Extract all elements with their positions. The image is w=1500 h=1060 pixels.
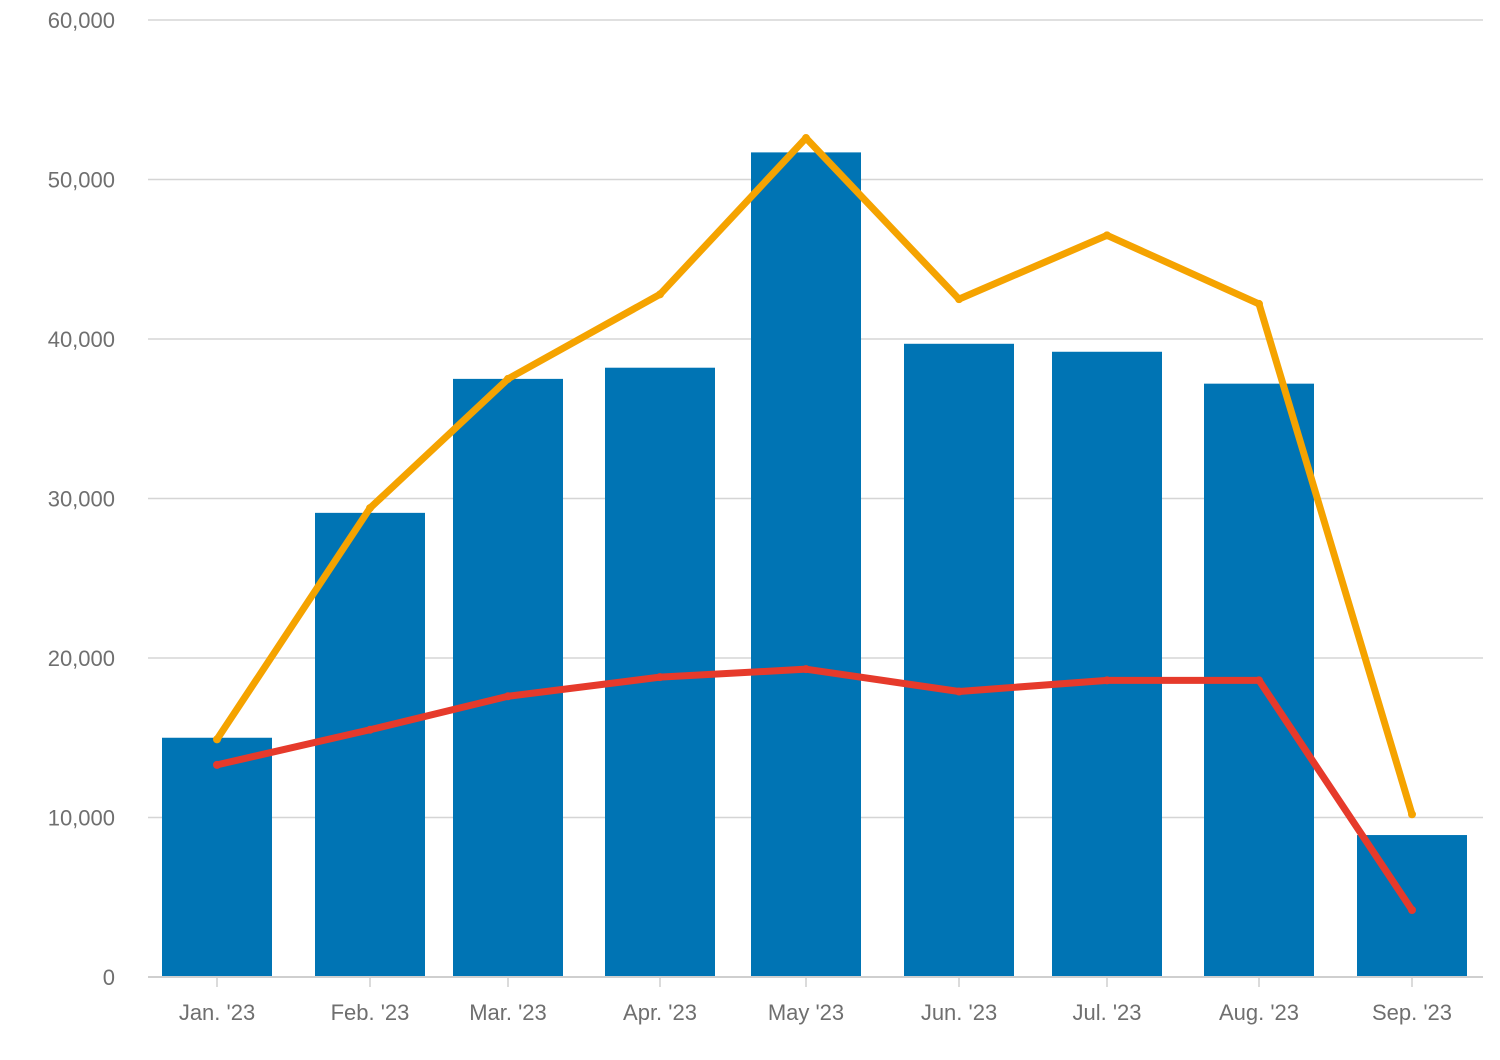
- y-tick-label: 60,000: [48, 8, 115, 33]
- bar: [1052, 351, 1162, 977]
- line-point: [504, 692, 512, 701]
- x-tick-label: Jun. '23: [921, 1000, 997, 1025]
- x-tick-label: Apr. '23: [623, 1000, 697, 1025]
- line-point: [504, 374, 512, 383]
- line-point: [802, 134, 810, 143]
- line-point: [213, 760, 221, 769]
- bar: [751, 152, 861, 977]
- line-point: [802, 665, 810, 674]
- x-tick-label: Mar. '23: [469, 1000, 547, 1025]
- bar: [453, 378, 563, 977]
- y-tick-label: 30,000: [48, 487, 115, 512]
- bar-layer: [162, 152, 1467, 978]
- bar: [904, 343, 1014, 977]
- line-point: [213, 735, 221, 744]
- line-point: [1255, 299, 1263, 308]
- y-tick-label: 0: [103, 965, 115, 990]
- y-tick-label: 50,000: [48, 168, 115, 193]
- line-point: [656, 290, 664, 299]
- y-tick-label: 20,000: [48, 646, 115, 671]
- y-tick-label: 10,000: [48, 806, 115, 831]
- line-point: [955, 295, 963, 304]
- x-tick-label: May '23: [768, 1000, 844, 1025]
- line-point: [955, 687, 963, 696]
- line-point: [1103, 231, 1111, 240]
- x-tick-label: Jul. '23: [1072, 1000, 1141, 1025]
- bar: [162, 737, 272, 977]
- x-tick-label: Sep. '23: [1372, 1000, 1452, 1025]
- y-tick-label: 40,000: [48, 327, 115, 352]
- line-layer: [213, 134, 1416, 915]
- line-point: [1255, 676, 1263, 685]
- line-point: [1408, 810, 1416, 819]
- x-tick-label: Feb. '23: [331, 1000, 410, 1025]
- bar: [315, 512, 425, 977]
- line-point: [366, 725, 374, 734]
- axis-layer: 0 10,000 20,000 30,000 40,000 50,000 60,000 Jan…: [48, 8, 1483, 1025]
- line-point: [1103, 676, 1111, 685]
- x-tick-label: Jan. '23: [179, 1000, 255, 1025]
- line-point: [656, 673, 664, 682]
- x-tick-label: Aug. '23: [1219, 1000, 1299, 1025]
- line-point: [1408, 906, 1416, 915]
- line-point: [366, 504, 374, 513]
